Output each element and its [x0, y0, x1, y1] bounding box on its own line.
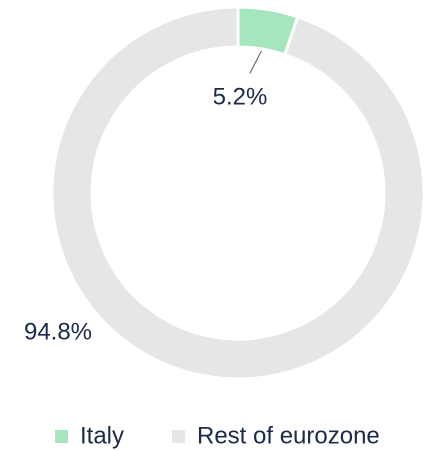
leader-line — [249, 50, 262, 74]
data-label: 94.8% — [24, 318, 92, 345]
donut-slice — [50, 5, 426, 381]
legend-label: Italy — [80, 422, 124, 449]
legend-swatch — [172, 430, 185, 443]
legend-swatch — [55, 430, 68, 443]
legend-label: Rest of eurozone — [197, 422, 380, 449]
data-label: 5.2% — [213, 83, 268, 110]
